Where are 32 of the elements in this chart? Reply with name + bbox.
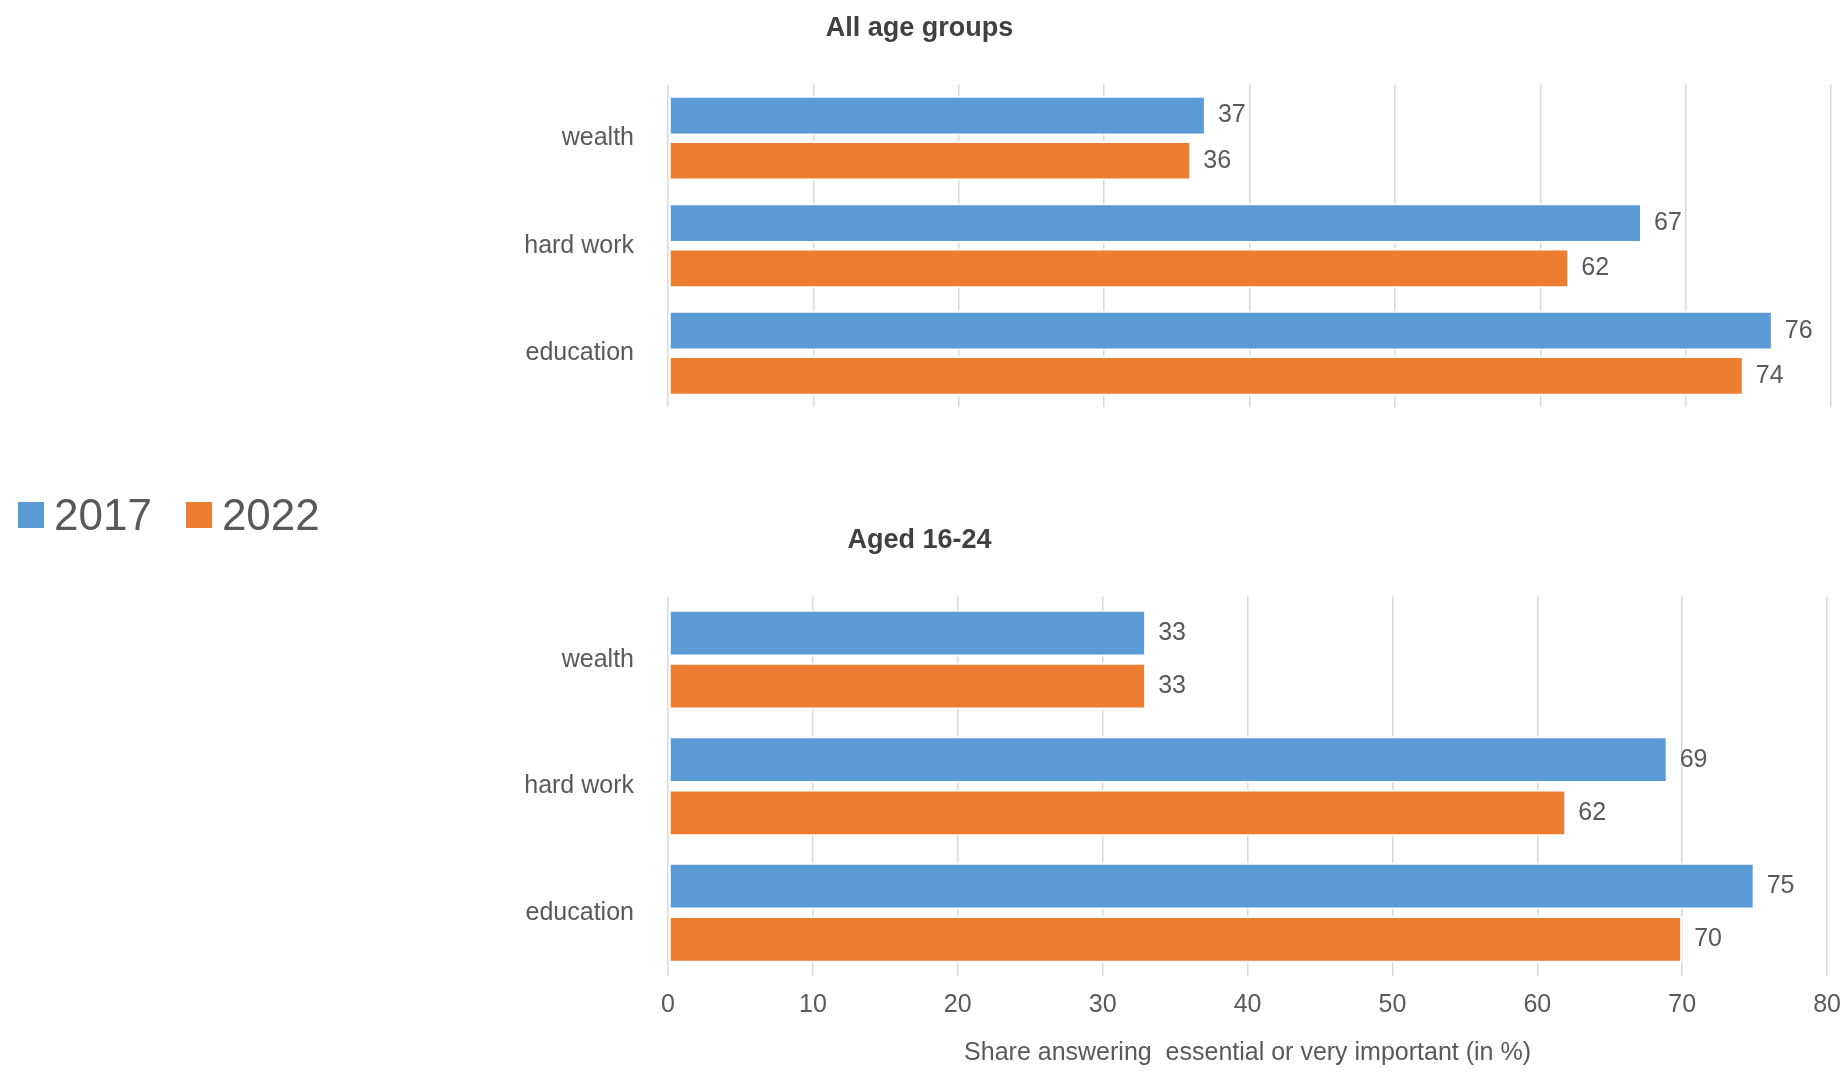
data-label: 33 (1158, 670, 1186, 699)
data-label: 37 (1217, 99, 1246, 128)
y-tick-label: wealth (560, 122, 634, 151)
data-label: 76 (1784, 314, 1813, 343)
y-tick-label: education (525, 896, 634, 925)
data-label: 33 (1158, 616, 1186, 645)
legend-label: 2017 (54, 490, 152, 540)
y-tick-label: hard work (524, 229, 635, 258)
y-tick-label: hard work (524, 770, 635, 799)
x-tick-label: 60 (1523, 988, 1552, 1017)
x-tick-label: 40 (1233, 988, 1262, 1017)
x-tick-label: 10 (798, 988, 827, 1017)
x-axis-title: Share answering essential or very important (in %) (964, 1036, 1532, 1065)
x-tick-label: 80 (1813, 988, 1841, 1017)
data-label: 62 (1578, 796, 1607, 825)
data-label: 74 (1755, 359, 1784, 388)
data-label: 36 (1203, 144, 1232, 173)
y-tick-label: education (525, 337, 634, 366)
chart-title: All age groups (825, 11, 1014, 42)
data-label: 67 (1654, 207, 1682, 236)
data-label: 62 (1581, 252, 1610, 281)
legend-label: 2022 (221, 490, 320, 540)
y-tick-label: wealth (560, 643, 634, 672)
x-tick-label: 0 (661, 988, 675, 1017)
data-label: 69 (1679, 743, 1708, 772)
x-tick-label: 30 (1088, 988, 1117, 1017)
x-tick-label: 50 (1378, 988, 1407, 1017)
chart-title: Aged 16-24 (847, 523, 992, 554)
data-label: 75 (1766, 870, 1795, 899)
data-label: 70 (1694, 923, 1723, 952)
x-tick-label: 70 (1668, 988, 1697, 1017)
x-tick-label: 20 (943, 988, 972, 1017)
